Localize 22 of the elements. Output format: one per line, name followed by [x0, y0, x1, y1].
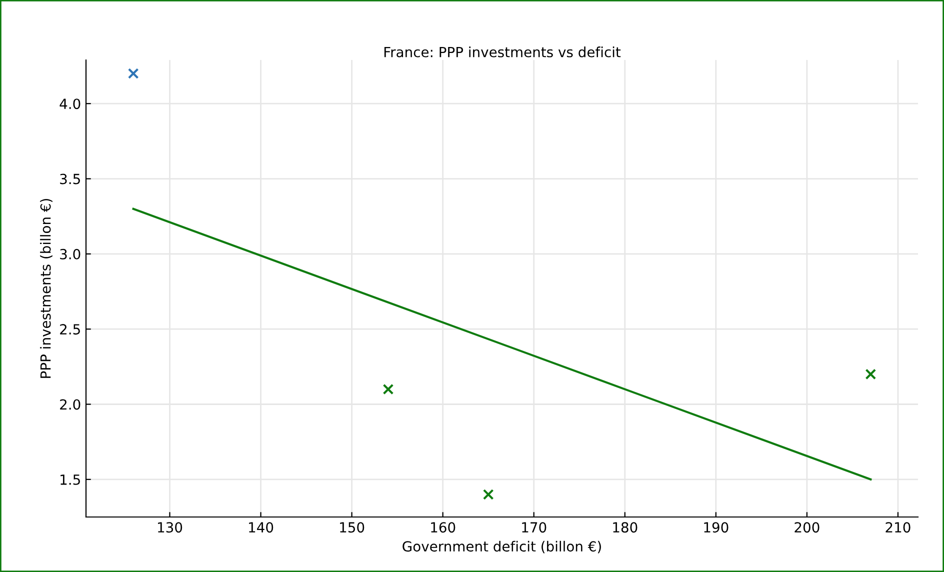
y-axis-title: PPP investments (billon €) [40, 198, 52, 378]
y-tick-label: 1.5 [60, 474, 80, 485]
x-tick-label: 170 [522, 522, 546, 533]
x-tick-label: 140 [249, 522, 274, 533]
x-tick-label: 130 [158, 522, 182, 533]
y-tick-label: 3.5 [60, 174, 80, 184]
x-tick-label: 210 [886, 522, 910, 533]
x-tick-label: 200 [794, 522, 820, 533]
x-axis-title: Government deficit (billon €) [402, 540, 601, 554]
x-tick-label: 160 [431, 522, 456, 533]
x-tick-label: 150 [340, 522, 364, 533]
y-tick-label: 4.0 [60, 98, 80, 110]
point [482, 489, 494, 500]
x-tick-label: 180 [613, 522, 638, 533]
point [128, 68, 139, 79]
point [865, 368, 876, 380]
y-tick-label: 2.0 [60, 399, 80, 410]
y-tick-label: 2.5 [60, 324, 80, 335]
y-tick-label: 3.0 [60, 248, 80, 260]
x-tick-label: 190 [704, 522, 728, 533]
chart-title: France: PPP investments vs deficit [384, 46, 621, 58]
point [382, 384, 394, 395]
